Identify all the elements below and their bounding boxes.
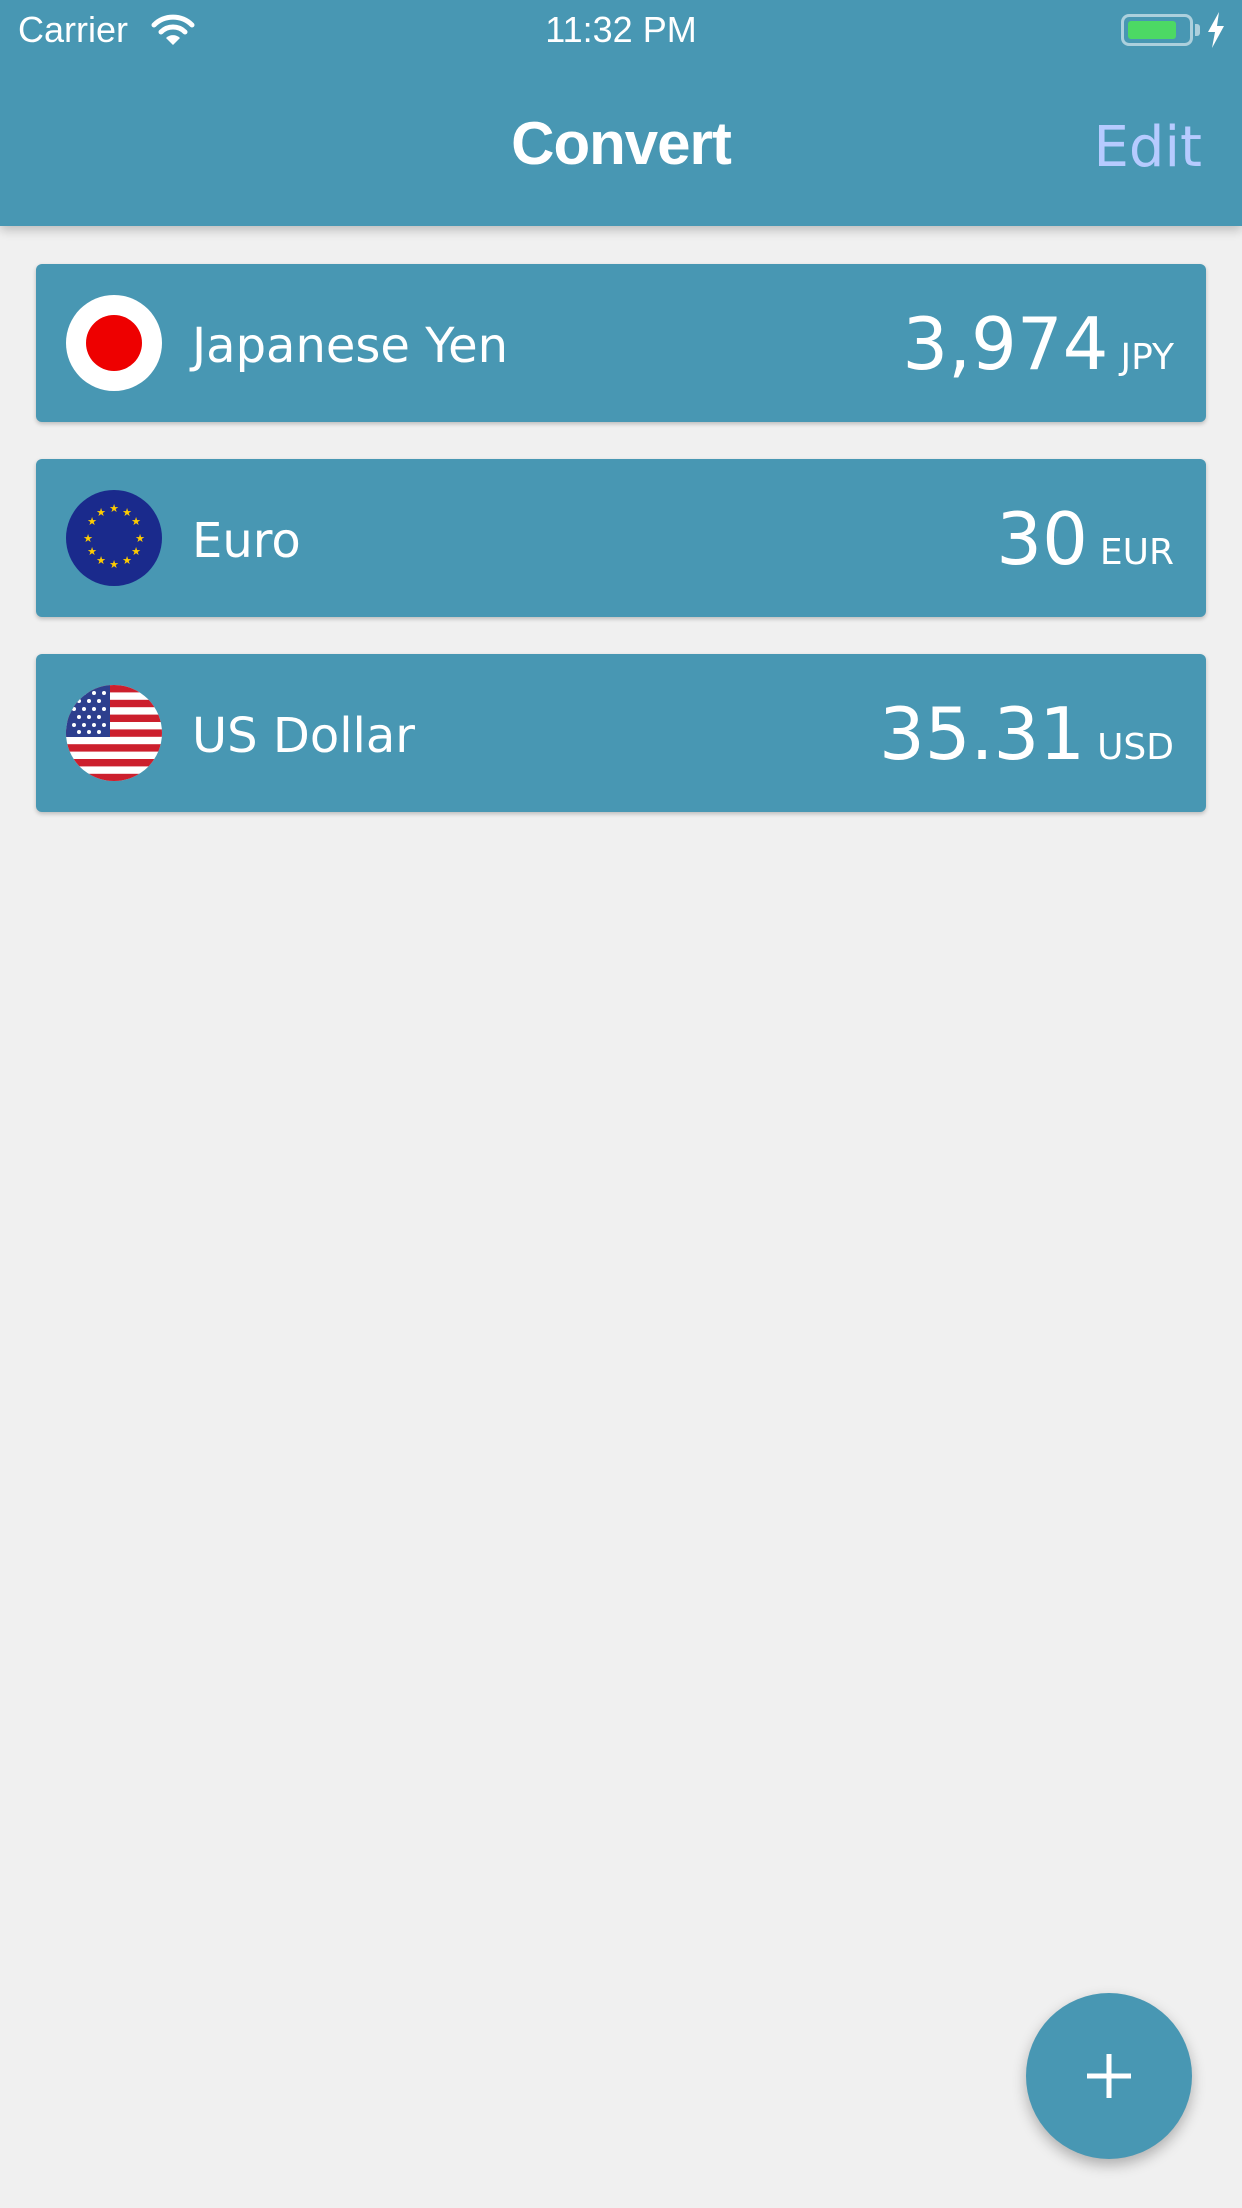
svg-text:★: ★ [135, 532, 145, 545]
bolt-icon [1208, 12, 1224, 48]
battery-level [1128, 21, 1176, 39]
currency-name: Japanese Yen [192, 318, 509, 374]
status-bar: Carrier 11:32 PM [0, 0, 1242, 62]
currency-row-jpy[interactable]: Japanese Yen 3,974 JPY [36, 264, 1206, 422]
carrier-label: Carrier [18, 9, 129, 50]
currency-code: EUR [1099, 532, 1174, 573]
add-currency-button[interactable] [1026, 1993, 1192, 2159]
status-time: 11:32 PM [545, 9, 697, 50]
svg-text:★: ★ [109, 558, 119, 571]
currency-amount: 35.31 [878, 692, 1086, 776]
currency-amount-group: 30 EUR [996, 499, 1174, 579]
svg-text:★: ★ [96, 506, 106, 519]
currency-row-eur[interactable]: ★ ★ ★ ★ ★ ★ ★ ★ ★ ★ ★ ★ Euro 30 EUR [36, 459, 1206, 617]
svg-text:★: ★ [83, 532, 93, 545]
currency-code: USD [1097, 727, 1174, 768]
currency-code: JPY [1120, 337, 1174, 378]
currency-amount: 3,974 [902, 302, 1109, 386]
currency-name: Euro [192, 513, 301, 569]
svg-text:★: ★ [131, 545, 141, 558]
currency-amount-group: 35.31 USD [879, 694, 1174, 774]
battery-cap [1195, 24, 1200, 36]
wifi-icon [151, 14, 195, 45]
svg-text:★: ★ [131, 515, 141, 528]
svg-text:★: ★ [122, 506, 132, 519]
currency-name: US Dollar [192, 708, 416, 764]
navigation-bar: Carrier 11:32 PM Convert Edit [0, 0, 1242, 226]
battery-icon [1121, 14, 1193, 46]
eu-flag-icon: ★ ★ ★ ★ ★ ★ ★ ★ ★ ★ ★ ★ [66, 490, 162, 586]
page-title: Convert [511, 110, 732, 177]
svg-text:★: ★ [87, 515, 97, 528]
svg-text:★: ★ [87, 545, 97, 558]
edit-button[interactable]: Edit [1093, 115, 1202, 180]
us-flag-icon [66, 685, 162, 781]
japan-flag-icon [66, 295, 162, 391]
currency-amount-group: 3,974 JPY [902, 304, 1174, 384]
currency-row-usd[interactable]: US Dollar 35.31 USD [36, 654, 1206, 812]
plus-icon [1087, 2054, 1131, 2098]
svg-text:★: ★ [109, 502, 119, 515]
svg-text:★: ★ [122, 554, 132, 567]
currency-amount: 30 [996, 497, 1088, 581]
svg-text:★: ★ [96, 554, 106, 567]
